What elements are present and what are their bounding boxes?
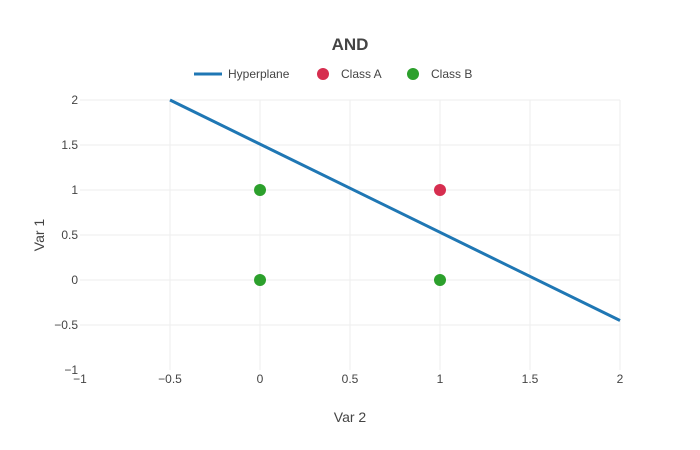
y-axis-ticks: −1 −0.5 0 0.5 1 1.5 2 [54,93,78,377]
legend-swatch-class-b [407,68,419,80]
x-axis-label: Var 2 [334,409,367,425]
legend-item-hyperplane[interactable]: Hyperplane [194,67,290,81]
legend-label-hyperplane: Hyperplane [228,67,290,81]
x-tick-label: 0 [257,372,264,386]
legend-label-class-a: Class A [341,67,382,81]
x-tick-label: 1 [437,372,444,386]
y-tick-label: 1 [71,183,78,197]
y-tick-label: 0.5 [61,228,78,242]
y-axis-label: Var 1 [31,219,47,252]
x-tick-label: 1.5 [522,372,539,386]
y-tick-label: 2 [71,93,78,107]
x-tick-label: −0.5 [158,372,182,386]
plot-area [169,98,621,322]
class-b-point [254,184,266,196]
x-axis-ticks: −1 −0.5 0 0.5 1 1.5 2 [73,372,624,386]
y-tick-label: 0 [71,273,78,287]
legend-swatch-class-a [317,68,329,80]
legend-item-class-b[interactable]: Class B [407,67,472,81]
y-tick-label: 1.5 [61,138,78,152]
class-b-point [434,274,446,286]
x-tick-label: −1 [73,372,87,386]
hyperplane-line [169,98,621,322]
chart-title: AND [332,35,369,54]
class-b-point [254,274,266,286]
y-tick-label: −0.5 [54,318,78,332]
legend-item-class-a[interactable]: Class A [317,67,382,81]
x-tick-label: 2 [617,372,624,386]
y-tick-label: −1 [64,363,78,377]
class-a-point [434,184,446,196]
gridlines [80,99,621,370]
x-tick-label: 0.5 [342,372,359,386]
legend: Hyperplane Class A Class B [194,67,472,81]
legend-label-class-b: Class B [431,67,472,81]
